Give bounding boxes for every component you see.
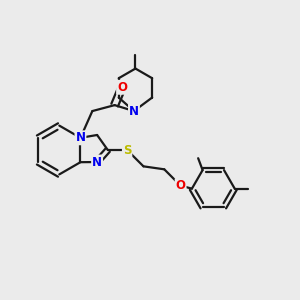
Text: N: N [76, 131, 85, 144]
Text: N: N [92, 155, 102, 169]
Text: S: S [123, 143, 131, 157]
Text: O: O [176, 179, 186, 192]
Text: N: N [129, 105, 139, 118]
Text: O: O [117, 81, 127, 94]
